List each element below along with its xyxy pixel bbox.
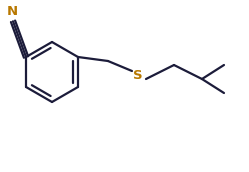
- Text: S: S: [133, 68, 143, 82]
- Text: N: N: [7, 5, 18, 18]
